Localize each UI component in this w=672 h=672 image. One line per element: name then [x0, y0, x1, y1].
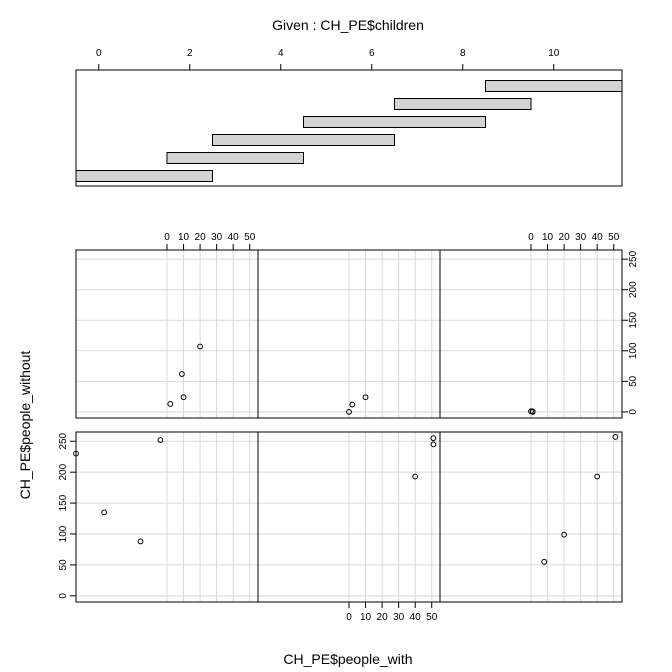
- panel-r2-c3: [439, 431, 623, 603]
- given-tick-label: 0: [96, 48, 102, 59]
- given-interval-bar: [394, 98, 532, 110]
- x-tick-label: 30: [575, 232, 587, 243]
- panel-axes: 0 10 20 30 40 50 0 10 20 30 40 50 0 10 20 30 40 50 0 50 100 1…: [58, 232, 639, 623]
- x-tick-label: 50: [608, 232, 620, 243]
- x-tick-label: 10: [542, 232, 554, 243]
- y-tick-label: 150: [628, 311, 639, 328]
- x-tick-label: 40: [410, 612, 422, 623]
- data-point: [529, 408, 536, 415]
- y-tick-label: 250: [628, 250, 639, 267]
- x-tick-label: 50: [426, 612, 438, 623]
- y-tick-label: 250: [58, 432, 69, 449]
- data-point: [430, 435, 437, 442]
- x-tick-label: 40: [228, 232, 240, 243]
- given-panel: 0 2 4 6 8 10: [75, 48, 623, 187]
- data-point: [346, 408, 352, 415]
- conditioning-panels: [73, 249, 623, 603]
- x-tick-label: 10: [360, 612, 372, 623]
- panel-frame: [439, 431, 623, 603]
- data-point: [541, 558, 548, 565]
- given-interval-bar: [166, 152, 304, 164]
- data-point: [412, 473, 419, 480]
- data-point: [137, 538, 144, 545]
- x-tick-label: 0: [164, 232, 170, 243]
- data-point: [430, 441, 437, 448]
- data-point: [594, 473, 601, 480]
- data-point: [101, 509, 108, 516]
- given-tick-label: 2: [187, 48, 193, 59]
- data-point: [197, 343, 203, 350]
- y-axis-title: CH_PE$people_without: [17, 351, 33, 500]
- given-tick-label: 6: [369, 48, 375, 59]
- given-tick-label: 10: [548, 48, 560, 59]
- y-tick-label: 50: [628, 375, 639, 387]
- data-point: [349, 401, 356, 408]
- x-tick-label: 30: [211, 232, 223, 243]
- data-point: [362, 394, 369, 401]
- x-tick-label: 20: [559, 232, 571, 243]
- data-point: [561, 531, 567, 538]
- data-point: [178, 371, 185, 377]
- given-panel-frame: [75, 69, 623, 187]
- given-interval-bar: [75, 170, 213, 182]
- panel-r2-c1: [73, 431, 259, 603]
- y-tick-label: 100: [58, 525, 69, 542]
- panel-r1-c1: [75, 249, 259, 419]
- y-tick-label: 0: [58, 593, 69, 599]
- x-tick-label: 10: [178, 232, 190, 243]
- panel-r2-c2: [257, 431, 441, 603]
- x-tick-label: 40: [592, 232, 604, 243]
- x-tick-label: 50: [244, 232, 256, 243]
- x-tick-label: 30: [393, 612, 405, 623]
- y-tick-label: 50: [58, 559, 69, 571]
- x-tick-label: 0: [346, 612, 352, 623]
- data-point: [73, 450, 79, 457]
- y-tick-label: 150: [58, 494, 69, 511]
- panel-r1-c2: [257, 249, 441, 419]
- panel-r1-c3: [439, 249, 623, 419]
- data-point: [612, 434, 619, 440]
- given-tick-label: 4: [278, 48, 284, 59]
- x-axis-title: CH_PE$people_with: [283, 651, 412, 667]
- data-point: [167, 401, 174, 407]
- y-tick-label: 200: [628, 281, 639, 298]
- x-tick-label: 20: [377, 612, 389, 623]
- given-interval-bar: [485, 80, 623, 92]
- given-title: Given : CH_PE$children: [272, 17, 424, 33]
- y-tick-label: 200: [58, 463, 69, 480]
- given-tick-label: 8: [460, 48, 466, 59]
- data-point: [180, 394, 187, 401]
- y-tick-label: 100: [628, 342, 639, 359]
- given-interval-bar: [303, 116, 486, 128]
- given-interval-bar: [212, 134, 395, 146]
- y-tick-label: 0: [628, 409, 639, 415]
- x-tick-label: 20: [195, 232, 207, 243]
- x-tick-label: 0: [528, 232, 534, 243]
- data-point: [157, 437, 164, 443]
